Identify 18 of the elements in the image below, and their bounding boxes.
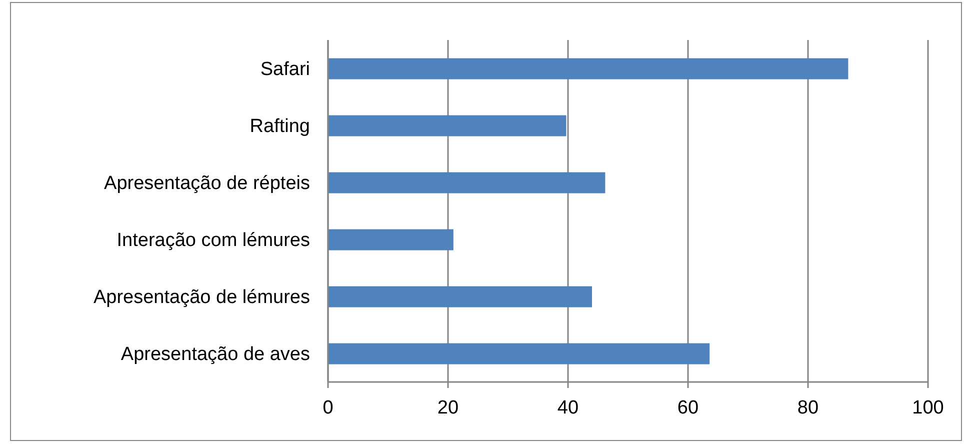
bar	[328, 286, 592, 308]
y-tick-label: Apresentação de répteis	[104, 173, 310, 194]
x-tick-label: 0	[322, 397, 334, 418]
x-tick-label: 20	[437, 397, 459, 418]
y-tick-label: Apresentação de aves	[120, 344, 310, 366]
x-tick-label: 100	[912, 397, 944, 418]
bar	[328, 58, 848, 80]
bar	[328, 172, 606, 194]
bar	[328, 229, 454, 250]
y-tick-label: Rafting	[250, 116, 310, 138]
y-tick-label: Apresentação de lémures	[93, 287, 310, 308]
y-tick-label: Safari	[260, 59, 310, 80]
bar	[328, 115, 566, 136]
bar	[328, 343, 710, 364]
x-tick-label: 40	[557, 397, 579, 418]
y-tick-label: Interação com lémures	[116, 230, 310, 252]
x-tick-label: 60	[677, 397, 699, 418]
x-tick-label: 80	[797, 397, 819, 418]
